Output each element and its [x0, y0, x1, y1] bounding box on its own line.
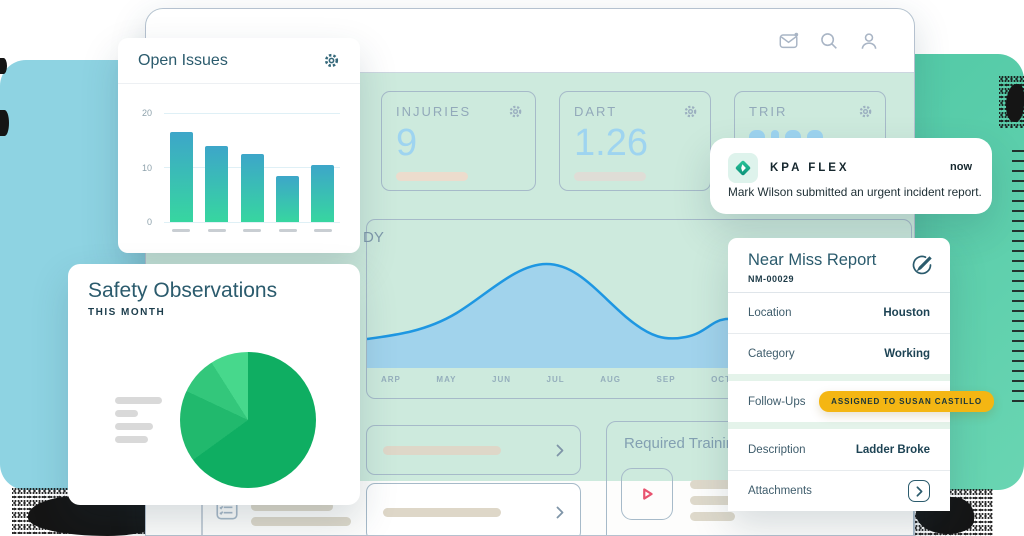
y-tick-label: 0 — [146, 217, 152, 227]
diamond-logo-icon — [735, 160, 751, 176]
metric-label: DART — [574, 104, 618, 119]
y-tick-label: 10 — [141, 162, 152, 173]
notification-message: Mark Wilson submitted an urgent incident… — [728, 185, 982, 199]
grunge-texture — [1012, 150, 1024, 410]
month-label: MAY — [436, 375, 457, 384]
placeholder-bar — [383, 445, 501, 455]
metric-label: TRIR — [749, 104, 788, 119]
near-miss-report-id: NM-00029 — [748, 274, 795, 284]
assigned-badge: ASSIGNED TO SUSAN CASTILLO — [819, 391, 994, 412]
bar — [275, 113, 299, 222]
notification-time: now — [950, 161, 972, 173]
metric-value: 9 — [396, 122, 418, 164]
grunge-texture — [0, 58, 7, 74]
bar-label-placeholder — [278, 229, 297, 232]
list-item[interactable] — [366, 483, 581, 535]
open-attachments-button[interactable] — [908, 480, 930, 502]
open-issues-card: Open Issues 20 10 0 — [118, 38, 360, 253]
field-label: Category — [748, 348, 795, 360]
notification-toast[interactable]: KPA FLEX now Mark Wilson submitted an ur… — [710, 138, 992, 214]
metric-label: INJURIES — [396, 104, 472, 119]
gear-icon[interactable] — [858, 104, 873, 119]
notification-app-name: KPA FLEX — [770, 162, 850, 174]
user-icon[interactable] — [858, 30, 880, 52]
field-label: Location — [748, 307, 792, 319]
placeholder-bar — [383, 507, 501, 517]
placeholder-bar — [251, 517, 351, 526]
month-label: AUG — [600, 375, 621, 384]
field-label: Description — [748, 443, 806, 456]
gear-icon[interactable] — [508, 104, 523, 119]
grunge-texture — [1006, 84, 1024, 122]
play-button[interactable] — [621, 468, 673, 520]
open-issues-yaxis: 20 10 0 — [126, 108, 160, 227]
near-miss-title: Near Miss Report — [748, 251, 877, 269]
open-issues-header: Open Issues — [118, 38, 360, 84]
divider — [201, 483, 203, 535]
chevron-right-icon — [556, 444, 564, 456]
required-training-title: Required Training — [624, 435, 743, 452]
bar-label-placeholder — [314, 229, 332, 232]
near-miss-rows: Location Houston Category Working Follow… — [728, 292, 994, 511]
open-issues-plot — [164, 112, 340, 223]
field-row-attachments: Attachments — [728, 470, 950, 511]
open-issues-dashes — [170, 229, 334, 232]
bar — [311, 113, 334, 222]
search-icon[interactable] — [818, 30, 840, 52]
month-label: SEP — [656, 375, 676, 384]
safety-observations-title: Safety Observations — [88, 279, 278, 302]
metric-card-injuries: INJURIES 9 — [381, 91, 536, 191]
row-separator — [728, 422, 950, 429]
bar — [205, 113, 229, 222]
month-label: OCT — [711, 375, 731, 384]
edit-icon[interactable] — [910, 253, 934, 277]
gear-icon[interactable] — [683, 104, 698, 119]
pie-chart — [180, 352, 316, 488]
field-row-location: Location Houston — [728, 292, 950, 333]
trend-title-fragment: DY — [363, 229, 384, 246]
month-label: JUN — [492, 375, 512, 384]
safety-observations-subtitle: THIS MONTH — [88, 307, 166, 318]
bar — [240, 113, 264, 222]
kpa-flex-logo — [728, 153, 758, 183]
bar-label-placeholder — [207, 229, 226, 232]
near-miss-report-card: Near Miss Report NM-00029 Location Houst… — [728, 238, 994, 511]
placeholder-bar — [574, 172, 646, 181]
play-icon — [643, 488, 653, 500]
placeholder-bar — [251, 502, 333, 511]
field-label: Attachments — [748, 485, 812, 497]
gridline — [164, 112, 340, 114]
field-row-follow-ups: Follow-Ups ASSIGNED TO SUSAN CASTILLO — [728, 381, 994, 422]
field-row-description: Description Ladder Broke — [728, 429, 950, 470]
grunge-texture — [0, 110, 9, 136]
month-axis: ARP MAY JUN JUL AUG SEP OCT — [381, 375, 731, 384]
open-issues-title: Open Issues — [138, 51, 228, 69]
chevron-right-icon — [916, 485, 922, 497]
field-label: Follow-Ups — [748, 395, 806, 408]
row-separator — [728, 374, 950, 381]
safety-observations-card: Safety Observations THIS MONTH — [68, 264, 360, 505]
field-value: Working — [884, 348, 930, 360]
bar — [170, 113, 193, 222]
gear-icon[interactable] — [323, 52, 340, 69]
field-value: Houston — [883, 307, 930, 319]
bar-label-placeholder — [243, 229, 261, 232]
placeholder-bar — [396, 172, 468, 181]
month-label: JUL — [546, 375, 565, 384]
month-label: ARP — [381, 375, 401, 384]
list-item[interactable] — [366, 425, 581, 475]
bar-label-placeholder — [172, 229, 190, 232]
metric-card-dart: DART 1.26 — [559, 91, 711, 191]
mail-icon[interactable] — [778, 30, 800, 52]
gridline — [164, 221, 340, 223]
field-row-category: Category Working — [728, 333, 950, 374]
y-tick-label: 20 — [141, 108, 152, 118]
metric-value: 1.26 — [574, 122, 648, 164]
open-issues-bars — [170, 113, 334, 222]
field-value: Ladder Broke — [855, 443, 930, 456]
chevron-right-icon — [556, 506, 564, 518]
